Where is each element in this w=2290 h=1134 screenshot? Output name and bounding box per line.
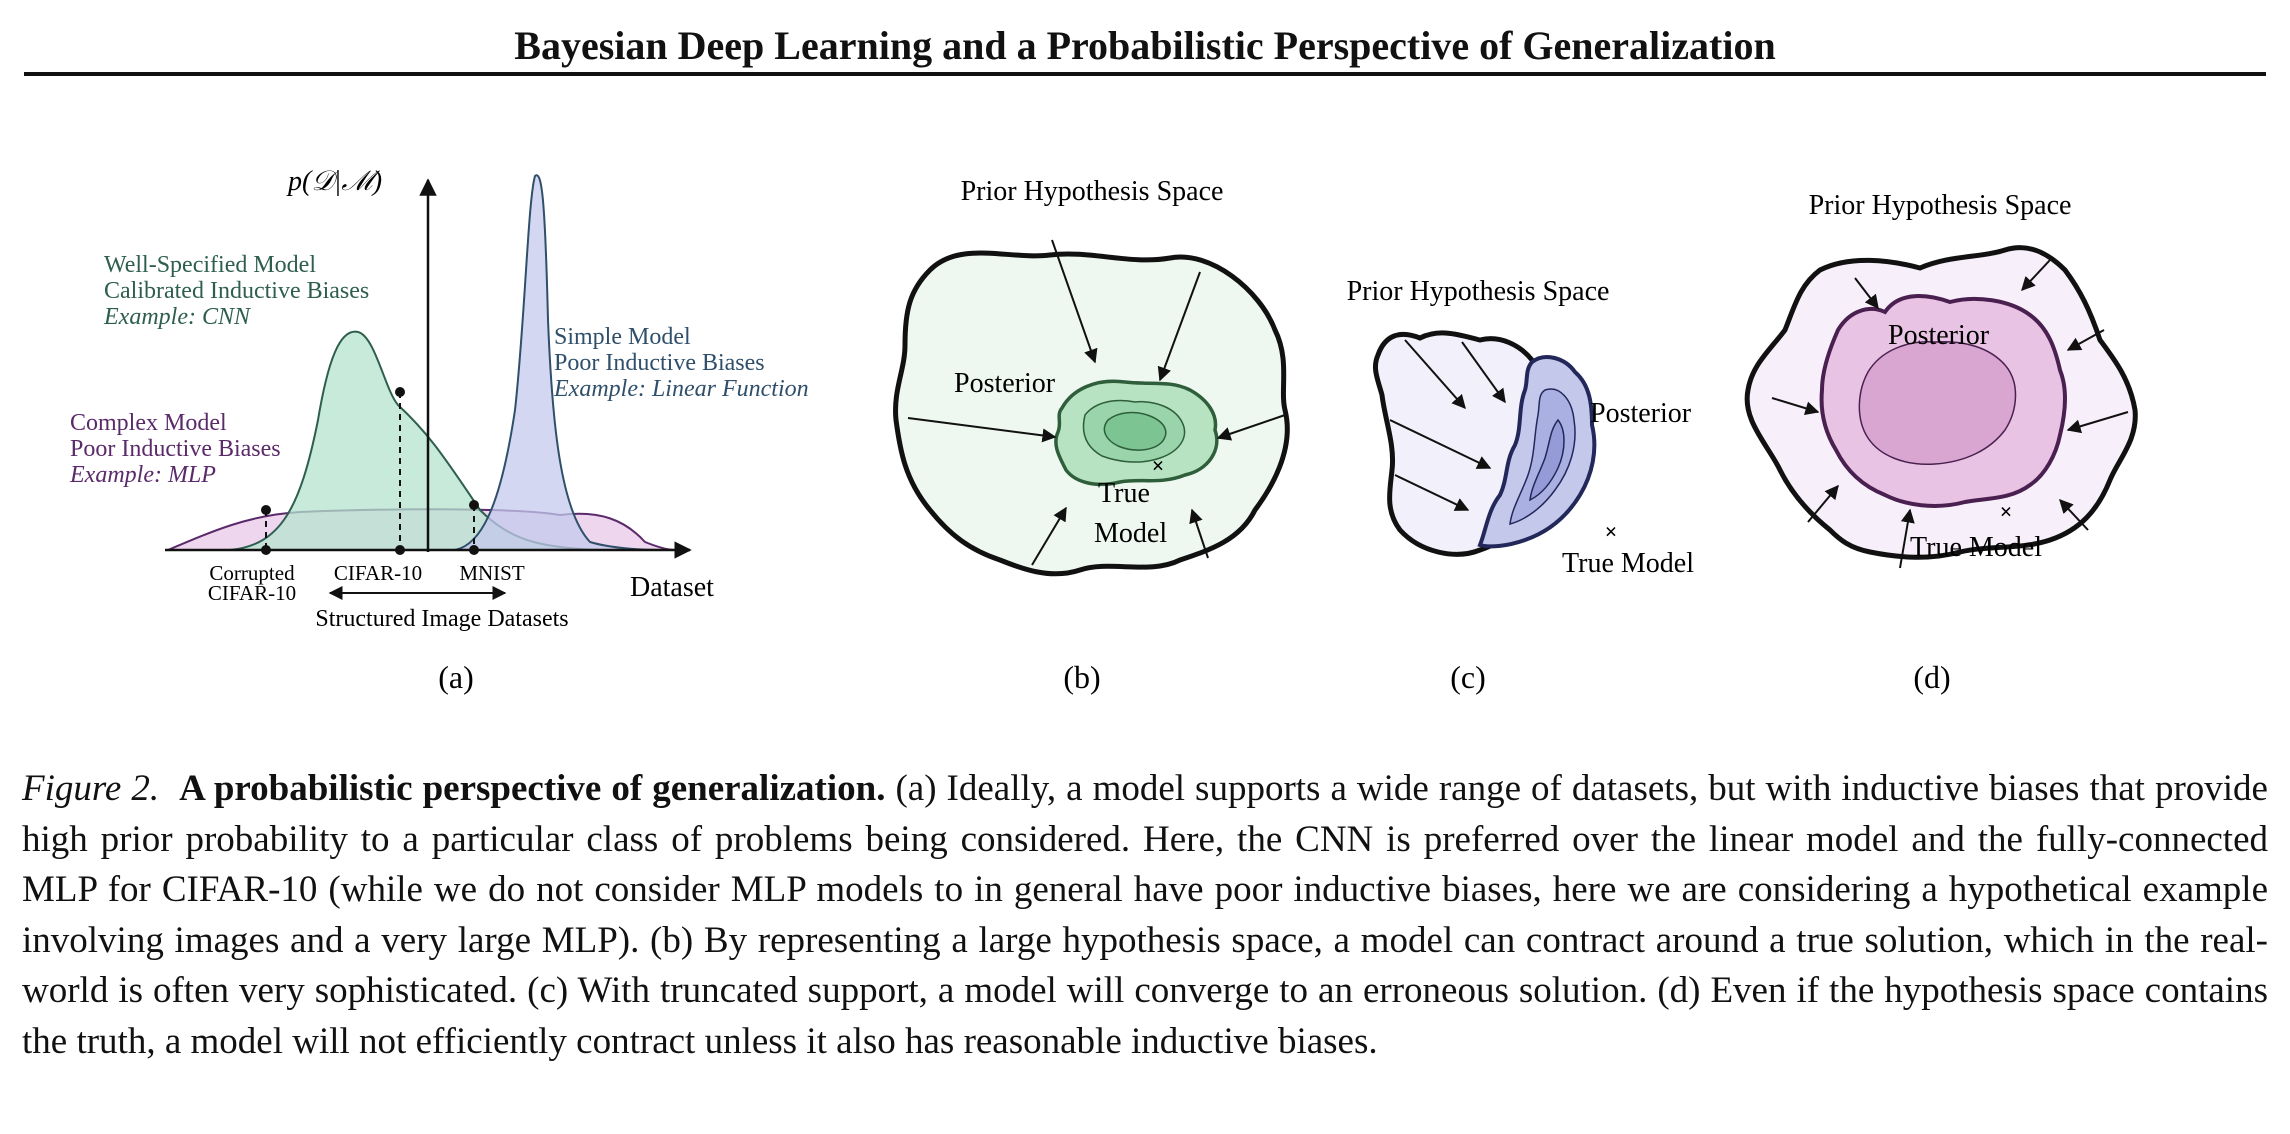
svg-text:Simple Model: Simple Model — [554, 324, 691, 350]
corrupted-cifar-point — [261, 505, 271, 515]
caption-figure-label: Figure 2. — [22, 768, 160, 809]
y-axis-label: p(𝒟|ℳ) — [286, 166, 382, 197]
sublabel-b: (b) — [1063, 659, 1100, 695]
paper-running-title: Bayesian Deep Learning and a Probabilist… — [514, 23, 1776, 68]
tick-corrupted-2: CIFAR-10 — [208, 581, 296, 605]
svg-text:Poor Inductive Biases: Poor Inductive Biases — [554, 350, 765, 376]
true-label-b: True — [1098, 478, 1150, 509]
well-specified-annotation: Well-Specified Model Calibrated Inductiv… — [103, 252, 369, 330]
caption-body: (a) Ideally, a model supports a wide ran… — [22, 768, 2268, 1062]
svg-text:Example: MLP: Example: MLP — [69, 462, 216, 488]
posterior-label-d: Posterior — [1888, 320, 1990, 351]
cifar-point — [395, 387, 405, 397]
posterior-label-b: Posterior — [954, 368, 1056, 399]
tick-cifar: CIFAR-10 — [334, 561, 422, 585]
panel-d-hypothesis-space: × Prior Hypothesis Space Posterior True … — [1744, 190, 2138, 695]
svg-text:Example: CNN: Example: CNN — [103, 304, 252, 330]
sublabel-c: (c) — [1450, 659, 1486, 695]
true-label-d: True Model — [1910, 532, 2042, 563]
sublabel-a: (a) — [438, 659, 474, 695]
tick-corrupted: Corrupted — [209, 561, 295, 585]
complex-model-annotation: Complex Model Poor Inductive Biases Exam… — [69, 410, 281, 488]
figure-2: p(𝒟|ℳ) Dataset Well-Specified Model Cali… — [69, 166, 2138, 695]
panel-c-hypothesis-space: × Prior Hypothesis Space Posterior True … — [1347, 276, 1695, 695]
x-axis-label: Dataset — [630, 572, 714, 603]
true-model-marker-d: × — [2000, 499, 2013, 524]
panel-b-hypothesis-space: × Prior Hypothesis Space Posterior True … — [893, 176, 1290, 695]
model-label-b: Model — [1094, 518, 1167, 549]
svg-text:Example: Linear Function: Example: Linear Function — [553, 376, 809, 402]
sublabel-d: (d) — [1913, 659, 1950, 695]
prior-label-b: Prior Hypothesis Space — [961, 176, 1224, 207]
svg-text:Well-Specified Model: Well-Specified Model — [104, 252, 316, 278]
prior-label-c: Prior Hypothesis Space — [1347, 276, 1610, 307]
posterior-label-c: Posterior — [1590, 398, 1692, 429]
svg-text:Complex Model: Complex Model — [70, 410, 227, 436]
header-rule — [24, 72, 2266, 76]
svg-text:Calibrated Inductive Biases: Calibrated Inductive Biases — [104, 278, 369, 304]
true-model-marker-b: × — [1152, 453, 1165, 478]
figure-caption: Figure 2. A probabilistic perspective of… — [22, 764, 2268, 1067]
simple-model-curve — [454, 174, 661, 551]
true-model-marker-c: × — [1605, 519, 1618, 544]
simple-model-annotation: Simple Model Poor Inductive Biases Examp… — [553, 324, 809, 402]
panel-a-marginal-likelihood-plot: p(𝒟|ℳ) Dataset Well-Specified Model Cali… — [69, 166, 809, 695]
structured-range-label: Structured Image Datasets — [315, 606, 568, 632]
mnist-point — [469, 500, 479, 510]
true-label-c: True Model — [1562, 548, 1694, 579]
prior-label-d: Prior Hypothesis Space — [1809, 190, 2072, 221]
svg-text:Poor Inductive Biases: Poor Inductive Biases — [70, 436, 281, 462]
caption-title: A probabilistic perspective of generaliz… — [179, 768, 886, 809]
tick-mnist: MNIST — [459, 561, 525, 585]
